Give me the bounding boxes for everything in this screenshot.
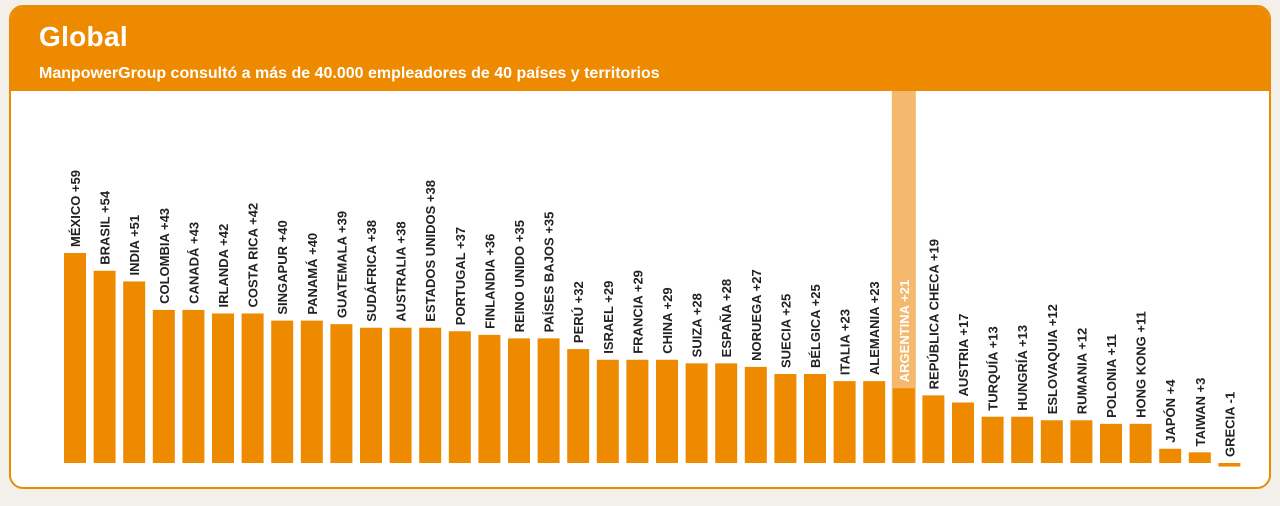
bar [833,381,856,463]
bar [330,324,353,463]
bar [537,338,560,463]
bar [1070,420,1093,463]
bar-label: ARGENTINA +21 [897,280,912,382]
bar-label: JAPÓN +4 [1163,379,1178,443]
bar-label: IRLANDA +42 [216,224,231,308]
bar [508,338,530,463]
bar-chart: MÉXICO +59 BRASIL +54 INDIA +51 COLOMBIA +4… [64,91,1241,467]
bar-label: REINO UNIDO +35 [512,220,527,332]
bar [478,334,501,463]
bar [981,416,1004,463]
bar [1159,448,1182,463]
bar-label: CANADÁ +43 [186,222,201,304]
bar [922,395,945,463]
bar-label: ITALIA +23 [838,309,853,375]
bar-label: ESLOVAQUIA +12 [1045,304,1060,414]
bar [389,327,412,463]
bar [774,374,797,463]
chart-card: Global ManpowerGroup consultó a más de 4… [9,5,1271,489]
bar-label: NORUEGA +27 [749,269,764,361]
bar-label: AUSTRIA +17 [956,314,971,397]
bar [685,363,708,463]
bar [656,359,678,463]
bar-label: HUNGRÍA +13 [1015,325,1030,411]
bar [715,363,738,463]
bar [448,331,471,463]
bar-label: COLOMBIA +43 [157,208,172,304]
bar-label: PORTUGAL +37 [453,227,468,325]
bar [1011,416,1034,463]
bar-label: SUDÁFRICA +38 [364,220,379,322]
bar [1100,423,1122,463]
bar-label: COSTA RICA +42 [246,203,261,308]
bar-label: CHINA +29 [660,287,675,353]
bar [64,252,86,463]
bar-label: PERÚ +32 [571,281,586,343]
bar [182,309,205,463]
bar-label: BRASIL +54 [98,190,113,265]
bar [596,359,619,463]
bar-label: MÉXICO +59 [68,170,83,247]
bar-label: TURQUÍA +13 [986,326,1001,410]
bar [93,270,116,463]
bar [419,327,442,463]
chart-title: Global [39,21,128,52]
bar [241,313,264,463]
bar [1188,452,1211,463]
bar [1129,423,1152,463]
bar [152,309,175,463]
chart-subtitle: ManpowerGroup consultó a más de 40.000 e… [39,65,660,82]
bar [567,349,590,463]
bar [952,402,974,463]
bar-label: PAÍSES BAJOS +35 [542,212,557,333]
bar-label: ESPAÑA +28 [719,279,734,357]
bar-label: SINGAPUR +40 [275,220,290,314]
bar-label: SUECIA +25 [778,294,793,368]
bar-label: GUATEMALA +39 [334,211,349,318]
bar [1218,463,1241,467]
bar [360,327,382,463]
bar [892,388,915,463]
bar-label: SUIZA +28 [690,293,705,357]
bar-label: FINLANDIA +36 [482,234,497,329]
bar [271,320,294,463]
bar-label: POLONIA +11 [1104,334,1119,418]
bar-label: GRECIA -1 [1222,392,1237,457]
bar [804,374,826,463]
chart-header: Global ManpowerGroup consultó a más de 4… [11,7,1269,91]
bar-label: HONG KONG +11 [1134,311,1149,418]
bar-label: INDIA +51 [127,215,142,276]
bar-label: AUSTRALIA +38 [394,221,409,321]
bar [626,359,649,463]
bar [212,313,234,463]
bar-label: FRANCIA +29 [630,270,645,354]
bar-label: TAIWAN +3 [1193,378,1208,447]
bar [300,320,323,463]
bar-label: ESTADOS UNIDOS +38 [423,180,438,322]
bar-label: ISRAEL +29 [601,281,616,354]
bar [123,281,146,463]
bar-label: ALEMANIA +23 [867,281,882,375]
bar-label: PANAMÁ +40 [305,233,320,315]
bar-label: BÉLGICA +25 [808,284,823,368]
bar [863,381,886,463]
bar-label: REPÚBLICA CHECA +19 [926,239,941,389]
bar [1040,420,1063,463]
bar-label: RUMANIA +12 [1074,328,1089,415]
bar [744,366,767,463]
